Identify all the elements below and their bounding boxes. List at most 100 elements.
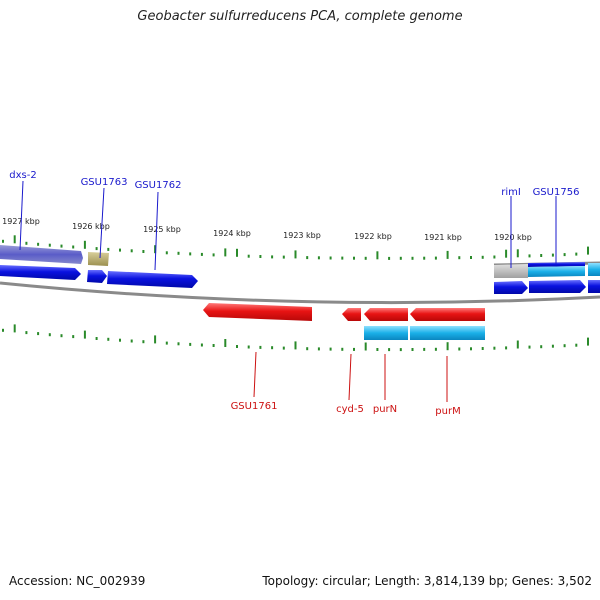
gene-arrow-purn[interactable] [364,308,408,321]
minor-tick [563,253,566,257]
major-tick [154,335,157,344]
minor-tick [505,346,508,350]
leader-line [19,180,24,251]
gene-label-purn[interactable]: purN [373,404,397,415]
minor-tick [411,348,414,351]
gene-label-gsu1763[interactable]: GSU1763 [81,177,128,188]
minor-tick [119,338,121,342]
scale-label: 1922 kbp [354,232,392,241]
major-tick [13,235,16,244]
gene-arrow-riml[interactable] [494,281,528,294]
minor-tick [72,335,75,339]
gene-label-gsu1761[interactable]: GSU1761 [231,401,278,412]
major-tick [236,248,238,257]
minor-tick [470,347,472,351]
minor-tick [329,256,332,260]
minor-tick [60,244,63,248]
major-tick [376,251,379,260]
minor-tick [388,348,391,352]
minor-tick [575,343,578,347]
genome-backbone [0,281,600,305]
major-tick [294,341,297,350]
minor-tick [540,345,543,349]
minor-tick [142,340,145,344]
gene-label-gsu1756[interactable]: GSU1756 [533,187,580,198]
gene-arrow-right[interactable] [588,280,600,293]
minor-tick [200,252,203,256]
minor-tick [259,255,262,258]
minor-tick [165,251,168,255]
minor-tick [247,254,250,258]
minor-tick [306,347,309,351]
minor-tick [212,344,215,347]
minor-tick [282,255,285,259]
minor-tick [528,254,531,258]
gene-box-cyan-right[interactable] [588,263,600,276]
minor-tick [247,345,250,349]
minor-tick [306,256,309,260]
gene-box-gsu1756-cyan[interactable] [528,266,585,277]
minor-tick [399,348,402,352]
gene-label-cyd-5[interactable]: cyd-5 [336,404,364,415]
minor-tick [329,347,332,351]
gene-arrow-gsu1761[interactable] [203,303,312,321]
gene-arrow-gsu1756-top[interactable] [528,262,585,267]
minor-tick [165,341,168,345]
minor-tick [551,253,554,257]
gene-arrow-purm[interactable] [410,308,485,321]
gene-box-purm-cyan[interactable] [410,326,485,340]
gene-arrow-gsu1762[interactable] [107,271,198,288]
scale-label: 1920 kbp [494,233,532,242]
minor-tick [177,251,180,255]
minor-tick [364,256,367,260]
minor-tick [177,342,180,346]
scale-label: 1924 kbp [213,229,251,238]
major-tick [224,248,227,257]
major-tick [587,337,589,346]
minor-tick [189,252,192,256]
minor-tick [481,255,484,259]
minor-tick [37,332,40,336]
gene-arrow-dxs-2-faded[interactable] [0,245,83,264]
minor-tick [353,347,355,351]
major-tick [224,339,227,347]
leader-line [253,351,257,398]
minor-tick [317,256,320,260]
minor-tick [130,339,133,343]
genome-title: Geobacter sulfurreducens PCA, complete g… [137,9,463,24]
major-tick [516,340,519,349]
gene-label-purm[interactable]: purM [435,406,460,417]
accession-text: Accession: NC_002939 [9,574,146,588]
gene-arrow-gsu1763[interactable] [87,270,107,283]
minor-tick [282,346,285,350]
minor-tick [200,343,203,347]
minor-tick [341,256,344,260]
minor-tick [95,337,98,340]
gene-label-gsu1762[interactable]: GSU1762 [135,180,182,191]
gene-box-grey[interactable] [494,264,528,278]
minor-tick [119,248,121,252]
gene-label-riml[interactable]: rimI [501,187,521,198]
gene-box-purn-cyan[interactable] [364,326,408,340]
minor-tick [25,331,28,335]
gene-label-dxs-2[interactable]: dxs-2 [9,170,36,181]
gene-arrow-dxs-2[interactable] [0,265,81,280]
minor-tick [48,333,51,337]
minor-tick [107,247,110,251]
forward-strand [0,245,600,294]
minor-tick [493,255,496,259]
scale-label: 1923 kbp [283,231,321,240]
minor-tick [353,256,355,260]
minor-tick [575,252,578,256]
minor-tick [259,345,262,349]
gene-box-gsu1763[interactable] [88,252,109,266]
gene-arrow-cyd-5[interactable] [342,308,361,321]
minor-tick [399,256,402,260]
minor-tick [540,254,543,257]
major-tick [505,249,508,258]
minor-tick [376,348,379,351]
scale-label: 1925 kbp [143,225,181,234]
gene-arrow-gsu1756[interactable] [529,280,586,293]
genome-summary: Topology: circular; Length: 3,814,139 bp… [262,574,592,588]
